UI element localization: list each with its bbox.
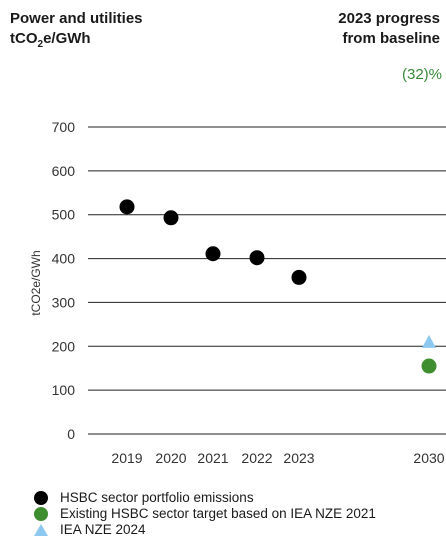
- y-tick-label: 700: [52, 119, 76, 135]
- data-points: [119, 199, 437, 374]
- y-tick-label: 600: [52, 163, 76, 179]
- legend-label: IEA NZE 2024: [60, 522, 146, 537]
- legend-label: HSBC sector portfolio emissions: [60, 490, 254, 505]
- triangle-marker-icon: [34, 524, 48, 536]
- progress-heading: 2023 progress from baseline: [338, 9, 440, 49]
- x-tick-label: 2022: [241, 450, 272, 466]
- x-tick-label: 2019: [111, 450, 142, 466]
- progress-heading-line1: 2023 progress: [338, 10, 440, 27]
- chart-title: Power and utilities tCO2e/GWh: [10, 9, 143, 55]
- y-tick-labels: 0 100 200 300 400 500 600 700: [52, 119, 76, 442]
- y-tick-label: 0: [67, 426, 75, 442]
- unit-main: tCO: [10, 30, 38, 47]
- data-point-series1: [119, 199, 135, 215]
- data-point-series1: [205, 246, 221, 262]
- x-tick-labels: 2019 2020 2021 2022 2023 2030: [111, 450, 444, 466]
- data-point-series3: [422, 334, 436, 348]
- legend-item: IEA NZE 2024: [34, 522, 376, 538]
- y-tick-label: 400: [52, 251, 76, 267]
- unit-subscript: 2: [37, 39, 44, 50]
- y-tick-label: 500: [52, 207, 76, 223]
- x-tick-label: 2030: [413, 450, 444, 466]
- unit-tail: e/GWh: [43, 30, 91, 47]
- legend-label: Existing HSBC sector target based on IEA…: [60, 506, 376, 521]
- data-point-series1: [291, 269, 307, 285]
- data-point-series1: [249, 250, 265, 266]
- data-point-series1: [163, 210, 179, 226]
- chart-title-line1: Power and utilities: [10, 10, 143, 27]
- legend-item: Existing HSBC sector target based on IEA…: [34, 506, 376, 522]
- x-tick-label: 2023: [283, 450, 314, 466]
- grid-lines: [88, 126, 446, 435]
- progress-value: (32)%: [401, 66, 442, 83]
- progress-heading-line2: from baseline: [342, 30, 440, 47]
- y-tick-label: 100: [52, 382, 76, 398]
- x-tick-label: 2021: [197, 450, 228, 466]
- data-point-series2: [421, 358, 437, 374]
- circle-marker-icon: [34, 507, 48, 521]
- legend-item: HSBC sector portfolio emissions: [34, 490, 376, 506]
- y-axis-label: tCO2e/GWh: [29, 250, 43, 315]
- legend: HSBC sector portfolio emissions Existing …: [34, 490, 376, 538]
- y-tick-label: 300: [52, 294, 76, 310]
- y-tick-label: 200: [52, 338, 76, 354]
- circle-marker-icon: [34, 491, 48, 505]
- x-tick-label: 2020: [155, 450, 186, 466]
- chart-title-unit: tCO2e/GWh: [10, 29, 143, 55]
